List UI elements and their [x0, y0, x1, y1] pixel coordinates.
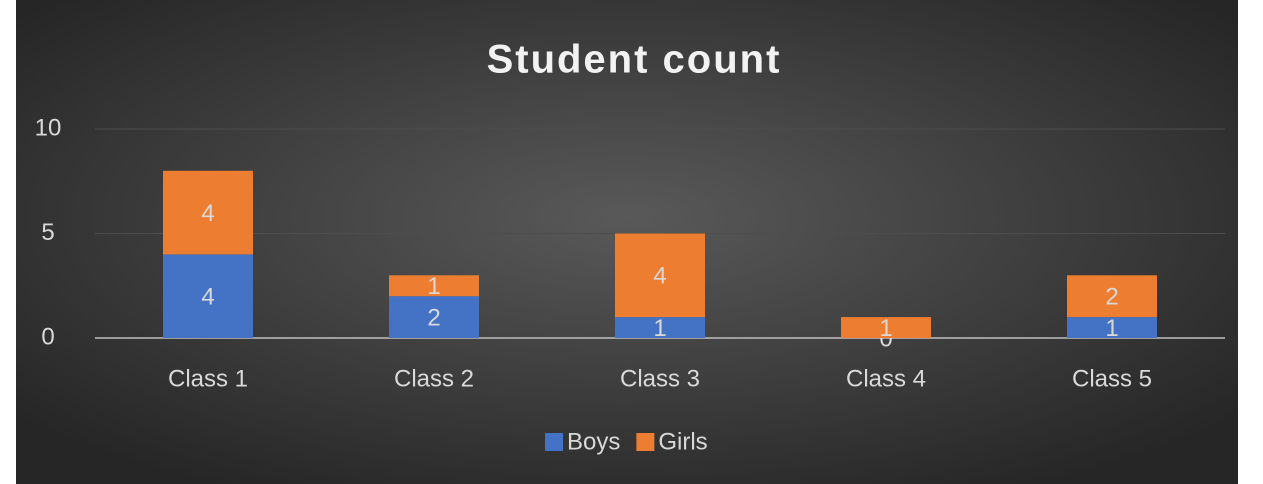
x-tick-label: Class 1: [168, 365, 248, 392]
bar-segment: [163, 170, 253, 255]
bar-segment: [163, 254, 253, 338]
data-label: 4: [201, 200, 214, 227]
x-tick-label: Class 2: [394, 365, 474, 392]
bar-segment: [1067, 317, 1157, 338]
bar-segment: [1067, 275, 1157, 318]
legend-label: Boys: [567, 428, 620, 455]
bar-segment: [389, 275, 479, 297]
data-label: 1: [1105, 315, 1118, 342]
data-label: 1: [653, 315, 666, 342]
data-label: 4: [653, 263, 666, 290]
bar-segment: [841, 317, 931, 338]
chart-title: Student count: [487, 38, 782, 82]
x-tick-label: Class 4: [846, 365, 926, 392]
data-label: 4: [201, 284, 214, 311]
data-label: 1: [879, 315, 892, 342]
bar-segment: [615, 317, 705, 338]
y-tick-label: 5: [41, 219, 54, 246]
legend-label: Girls: [658, 428, 707, 455]
legend-swatch: [545, 433, 563, 451]
y-tick-label: 0: [41, 323, 54, 350]
x-tick-label: Class 3: [620, 365, 700, 392]
y-tick-label: 10: [35, 114, 62, 141]
x-tick-label: Class 5: [1072, 365, 1152, 392]
legend-swatch: [636, 433, 655, 451]
bar-segment: [389, 296, 479, 338]
bar-segment: [615, 233, 705, 318]
data-label: 1: [427, 273, 440, 300]
data-label: 2: [1105, 284, 1118, 311]
data-label: 2: [427, 304, 440, 331]
